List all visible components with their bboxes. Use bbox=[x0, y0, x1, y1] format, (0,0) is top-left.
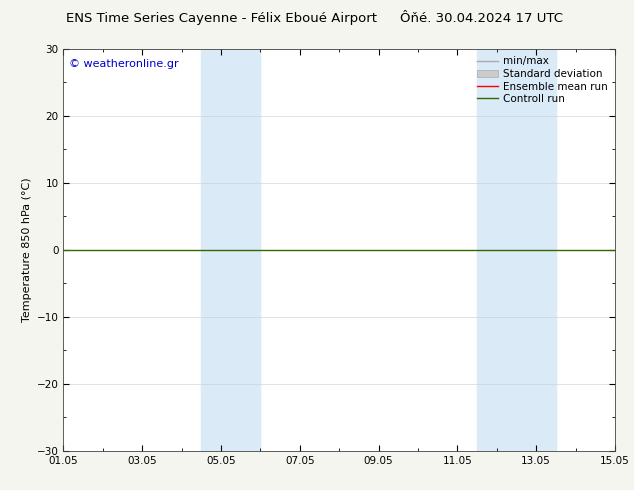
Y-axis label: Temperature 850 hPa (°C): Temperature 850 hPa (°C) bbox=[22, 177, 32, 322]
Text: © weatheronline.gr: © weatheronline.gr bbox=[69, 59, 179, 69]
Text: Ôňé. 30.04.2024 17 UTC: Ôňé. 30.04.2024 17 UTC bbox=[400, 12, 564, 25]
Bar bbox=[202, 49, 261, 451]
Legend: min/max, Standard deviation, Ensemble mean run, Controll run: min/max, Standard deviation, Ensemble me… bbox=[475, 54, 610, 106]
Text: ENS Time Series Cayenne - Félix Eboué Airport: ENS Time Series Cayenne - Félix Eboué Ai… bbox=[67, 12, 377, 25]
Bar bbox=[477, 49, 556, 451]
